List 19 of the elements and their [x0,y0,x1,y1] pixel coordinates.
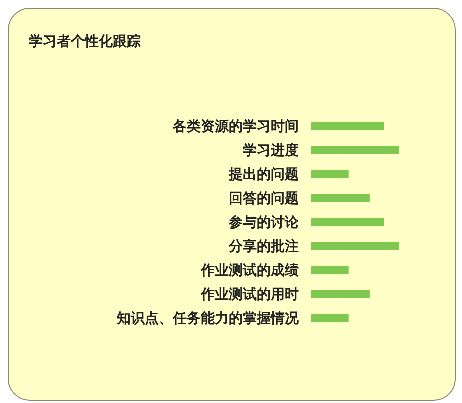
bar [311,266,349,274]
y-tick-label: 回答的问题 [229,190,299,207]
bar [311,218,384,226]
y-tick-label: 作业测试的用时 [200,286,299,303]
y-tick-label: 作业测试的成绩 [200,262,299,279]
bar [311,314,349,322]
y-tick-label: 知识点、任务能力的掌握情况 [116,310,300,327]
bar [311,170,349,178]
bar [311,122,384,130]
bar [311,194,370,202]
y-tick-label: 学习进度 [243,142,299,159]
bar [311,242,399,250]
y-tick-label: 提出的问题 [228,166,299,183]
text: 学习者个性化跟踪 [29,33,141,51]
y-tick-label: 分享的批注 [228,238,299,255]
bar [311,290,370,298]
y-tick-label: 参与的讨论 [228,214,300,231]
y-tick-label: 各类资源的学习时间 [172,118,299,135]
bar [311,146,399,154]
